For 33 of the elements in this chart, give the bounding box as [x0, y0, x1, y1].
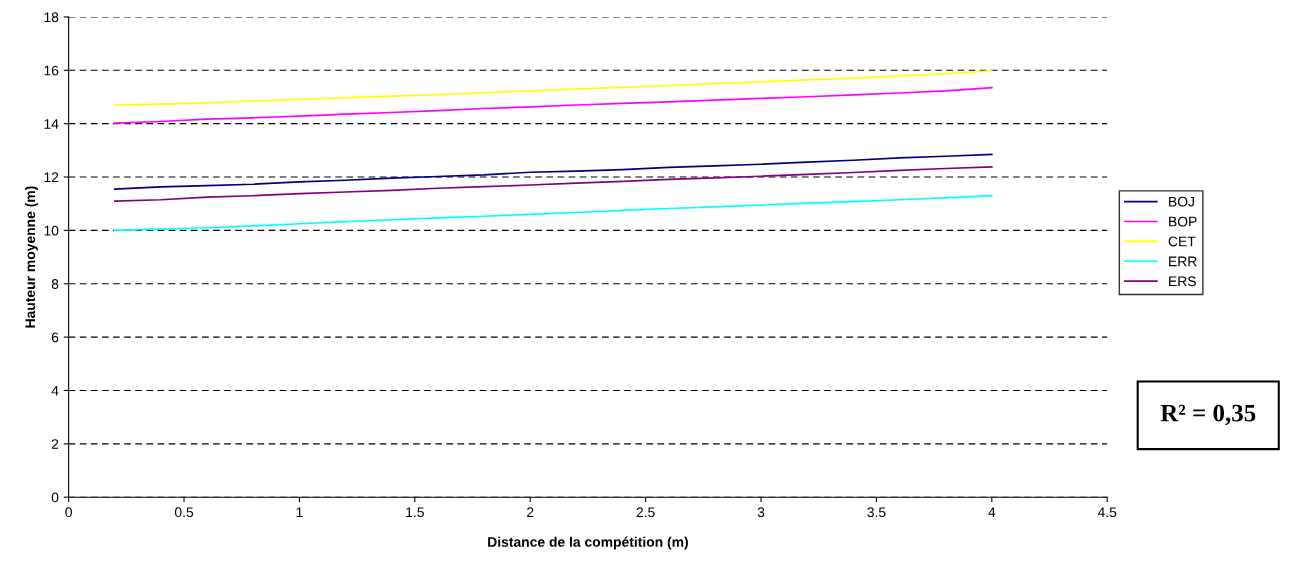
text: R² = 0,35 [1160, 404, 1256, 426]
legend-label: ERR [1169, 256, 1197, 267]
line-series [113, 153, 993, 190]
x-axis-title: Distance de la compétition (m) [488, 536, 688, 550]
line-series [113, 70, 993, 106]
x-tick-label: 3 [757, 507, 765, 518]
x-tick-label: 0.5 [174, 507, 194, 518]
x-tick-label: 3.5 [867, 507, 886, 518]
x-tick-label: 4.5 [1097, 507, 1117, 518]
x-tick-label: 1 [296, 507, 303, 517]
y-tick-label: 14 [44, 119, 59, 129]
y-tick-label: 18 [44, 12, 59, 23]
y-tick-label: 4 [51, 385, 59, 396]
legend-label: BOJ [1169, 196, 1194, 207]
y-tick-label: 12 [44, 172, 59, 183]
y-tick-label: 0 [51, 492, 59, 503]
y-tick-label: 6 [51, 332, 59, 343]
x-tick-label: 4 [988, 507, 996, 517]
x-tick-label: 2.5 [636, 507, 655, 518]
y-tick-label: 10 [44, 225, 59, 236]
x-tick-label: 2 [527, 507, 534, 517]
y-axis-title: Hauteur moyenne (m) [24, 186, 38, 328]
legend-label: ERS [1169, 276, 1196, 287]
y-tick-label: 16 [44, 65, 59, 76]
y-tick-label: 8 [51, 279, 59, 289]
line-series [113, 166, 993, 202]
legend-label: BOP [1169, 216, 1197, 227]
line-series [113, 194, 993, 232]
x-tick-label: 1.5 [406, 507, 424, 518]
x-tick-label: 0 [65, 507, 72, 518]
legend-label: CET [1168, 236, 1196, 247]
line-series [113, 86, 993, 124]
y-tick-label: 2 [51, 439, 59, 449]
